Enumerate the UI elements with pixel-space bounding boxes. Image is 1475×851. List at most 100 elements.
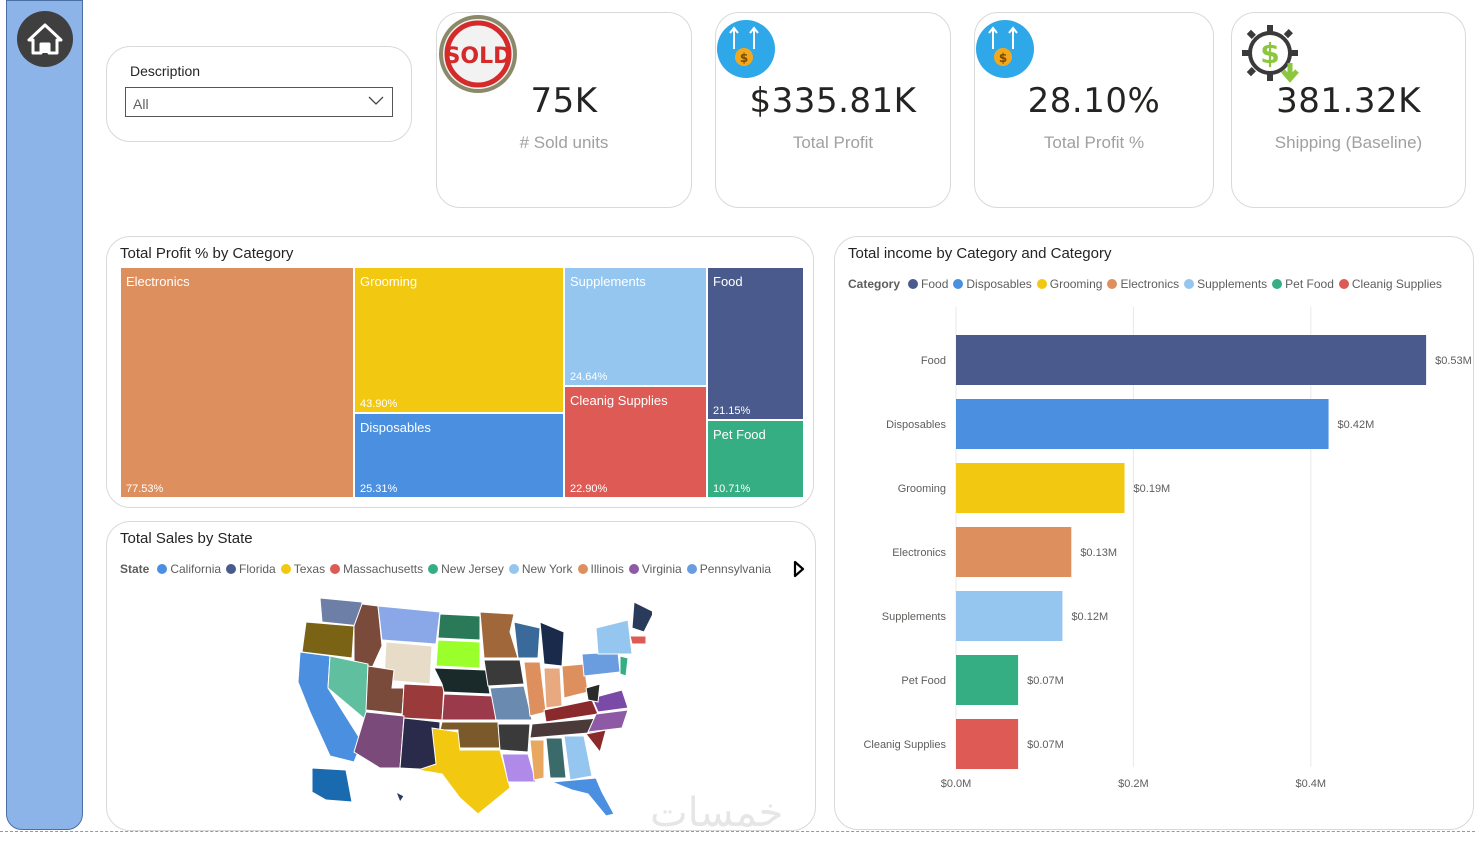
bar-grooming[interactable] bbox=[956, 463, 1125, 513]
treemap-cell-name: Pet Food bbox=[713, 427, 766, 442]
state-kansas bbox=[441, 693, 497, 721]
svg-text:$: $ bbox=[1260, 37, 1279, 70]
x-tick-label: $0.2M bbox=[1118, 778, 1149, 790]
treemap-cell-pet-food[interactable]: Pet Food 10.71% bbox=[707, 420, 804, 498]
bar-chart-plot: $0.0M $0.2M $0.4M Food $0.53M Disposables $0.4… bbox=[863, 307, 1472, 790]
state-arizona bbox=[353, 711, 405, 769]
legend-item[interactable]: Pennsylvania bbox=[686, 562, 771, 576]
legend-item[interactable]: Florida bbox=[226, 562, 276, 576]
treemap-cell-disposables[interactable]: Disposables 25.31% bbox=[354, 413, 564, 498]
legend-item[interactable]: Pet Food bbox=[1272, 277, 1334, 291]
slicer-title: Description bbox=[130, 63, 201, 79]
map-card: Total Sales by State State California Fl… bbox=[106, 521, 816, 831]
state-north-dakota bbox=[437, 613, 481, 641]
map-title: Total Sales by State bbox=[120, 530, 253, 547]
legend-dot bbox=[1107, 279, 1118, 289]
dropdown-value: All bbox=[133, 96, 149, 112]
legend-item[interactable]: Cleanig Supplies bbox=[1338, 277, 1442, 291]
legend-dot bbox=[226, 564, 237, 574]
kpi-value: 75K bbox=[530, 81, 598, 121]
treemap-cell-food[interactable]: Food 21.15% bbox=[707, 267, 804, 420]
treemap-cell-name: Food bbox=[713, 274, 743, 289]
description-slicer: Description All bbox=[106, 46, 412, 142]
treemap-card: Total Profit % by Category Electronics 7… bbox=[106, 236, 814, 508]
kpi-value: 381.32K bbox=[1276, 81, 1421, 121]
legend-dot bbox=[330, 564, 341, 574]
state-montana bbox=[377, 605, 441, 645]
state-florida bbox=[551, 777, 615, 817]
kpi-label: Total Profit % bbox=[1043, 133, 1145, 152]
x-tick-label: $0.0M bbox=[941, 778, 972, 790]
state-virginia bbox=[591, 689, 629, 713]
bar-cleanig-supplies[interactable] bbox=[956, 719, 1019, 769]
state-pennsylvania bbox=[581, 651, 621, 677]
bar-food[interactable] bbox=[956, 335, 1427, 385]
category-label: Cleanig Supplies bbox=[863, 739, 946, 751]
legend-item[interactable]: Massachusetts bbox=[330, 562, 423, 576]
treemap-cell-value: 10.71% bbox=[713, 483, 751, 495]
treemap-cell-supplements[interactable]: Supplements 24.64% bbox=[564, 267, 707, 386]
treemap-cell-value: 25.31% bbox=[360, 483, 398, 495]
legend-dot bbox=[1184, 279, 1195, 289]
x-tick-label: $0.4M bbox=[1296, 778, 1327, 790]
home-button[interactable] bbox=[17, 11, 73, 67]
treemap-cell-grooming[interactable]: Grooming 43.90% bbox=[354, 267, 564, 413]
state-arkansas bbox=[497, 723, 531, 753]
state-new-york bbox=[595, 619, 633, 655]
us-state-map[interactable] bbox=[282, 592, 652, 817]
watermark-text: خمسات bbox=[650, 790, 784, 836]
legend-item[interactable]: California bbox=[157, 562, 221, 576]
category-label: Food bbox=[921, 355, 946, 367]
treemap-cell-cleanig-supplies[interactable]: Cleanig Supplies 22.90% bbox=[564, 386, 707, 498]
state-minnesota bbox=[479, 611, 519, 659]
description-dropdown[interactable]: All bbox=[125, 87, 393, 117]
legend-item[interactable]: Grooming bbox=[1036, 277, 1102, 291]
legend-next-arrow-icon[interactable] bbox=[793, 560, 805, 578]
value-label: $0.13M bbox=[1080, 547, 1117, 559]
treemap-cell-name: Supplements bbox=[570, 274, 646, 289]
treemap-cell-electronics[interactable]: Electronics 77.53% bbox=[120, 267, 354, 498]
value-label: $0.19M bbox=[1134, 483, 1171, 495]
kpi-label: Total Profit bbox=[792, 133, 874, 152]
kpi-card-sold-units: SOLD 75K # Sold units bbox=[436, 12, 692, 208]
bottom-divider bbox=[0, 831, 1475, 832]
state-maine bbox=[631, 601, 652, 633]
sold-stamp-text: SOLD bbox=[445, 44, 512, 69]
state-south-carolina bbox=[585, 729, 607, 754]
state-colorado bbox=[401, 683, 445, 721]
state-alabama bbox=[545, 737, 567, 779]
legend-item[interactable]: New York bbox=[508, 562, 573, 576]
state-idaho bbox=[353, 603, 383, 669]
legend-title: State bbox=[120, 562, 150, 576]
legend-item[interactable]: Virginia bbox=[628, 562, 682, 576]
state-michigan bbox=[539, 621, 565, 667]
bar-disposables[interactable] bbox=[956, 399, 1329, 449]
legend-item[interactable]: Texas bbox=[280, 562, 325, 576]
kpi-card-total-profit: $ $335.81K Total Profit bbox=[715, 12, 951, 208]
legend-item[interactable]: Food bbox=[908, 277, 948, 291]
legend-dot bbox=[628, 564, 639, 574]
bar-supplements[interactable] bbox=[956, 591, 1063, 641]
kpi-value: 28.10% bbox=[1027, 81, 1161, 121]
kpi-card-total-profit-pct: $ 28.10% Total Profit % bbox=[974, 12, 1214, 208]
state-oregon bbox=[301, 621, 355, 659]
category-label: Disposables bbox=[886, 419, 946, 431]
legend-item[interactable]: Illinois bbox=[577, 562, 624, 576]
legend-item[interactable]: Supplements bbox=[1184, 277, 1267, 291]
legend-item[interactable]: Disposables bbox=[953, 277, 1032, 291]
legend-dot bbox=[686, 564, 697, 574]
treemap-cell-value: 21.15% bbox=[713, 405, 751, 417]
state-mississippi bbox=[529, 739, 545, 781]
sold-stamp-icon: SOLD bbox=[439, 15, 517, 93]
bar-chart-legend: Category Food Disposables Grooming Elect… bbox=[848, 277, 1447, 291]
state-missouri bbox=[489, 685, 533, 721]
dollar-coin-arrows-icon: $ bbox=[717, 20, 775, 78]
bar-electronics[interactable] bbox=[956, 527, 1072, 577]
state-louisiana bbox=[501, 753, 537, 783]
legend-item[interactable]: New Jersey bbox=[428, 562, 504, 576]
state-massachusetts bbox=[629, 635, 647, 645]
legend-item[interactable]: Electronics bbox=[1107, 277, 1179, 291]
kpi-value: $335.81K bbox=[749, 81, 917, 121]
bar-pet-food[interactable] bbox=[956, 655, 1019, 705]
map-legend: State California Florida Texas Massachus… bbox=[120, 562, 776, 576]
